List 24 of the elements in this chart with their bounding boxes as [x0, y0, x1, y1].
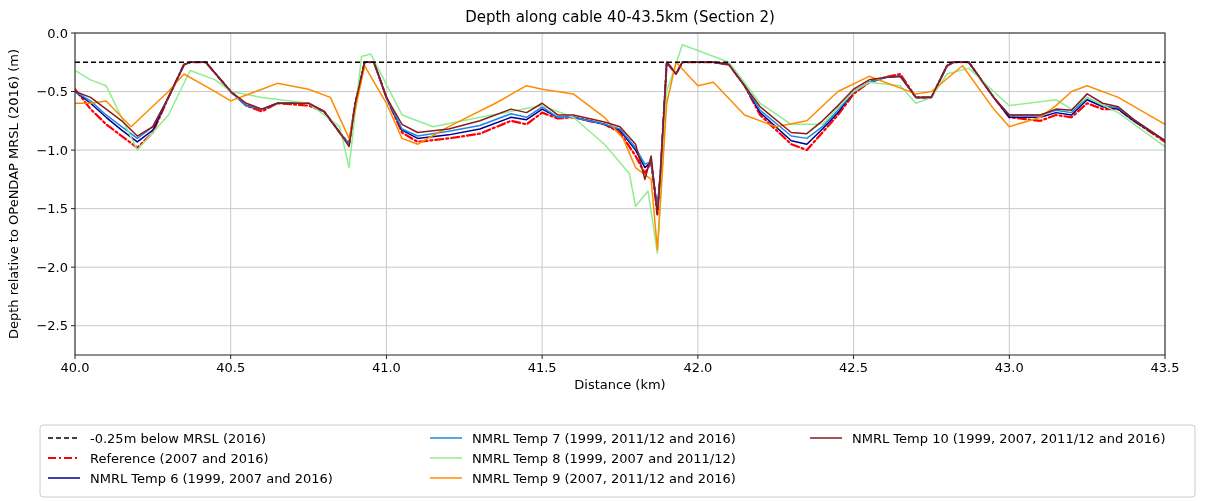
y-axis-title: Depth relative to OPeNDAP MRSL (2016) (m)	[6, 48, 21, 340]
legend-label: -0.25m below MRSL (2016)	[90, 430, 267, 446]
legend-label: NMRL Temp 8 (1999, 2007 and 2011/12)	[472, 450, 736, 466]
y-tick-label: −1.5	[36, 201, 68, 217]
legend-label: Reference (2007 and 2016)	[90, 450, 269, 466]
y-tick-label: 0.0	[47, 25, 68, 41]
x-tick-label: 42.5	[839, 360, 869, 375]
x-axis-title: Distance (km)	[574, 377, 666, 392]
legend-label: NMRL Temp 6 (1999, 2007 and 2016)	[90, 470, 333, 486]
chart-title: Depth along cable 40-43.5km (Section 2)	[465, 8, 775, 26]
x-tick-label: 42.0	[683, 360, 713, 375]
x-tick-label: 41.5	[527, 360, 557, 375]
legend-label: NMRL Temp 9 (2007, 2011/12 and 2016)	[472, 470, 736, 486]
y-tick-label: −2.0	[36, 259, 68, 275]
x-tick-label: 43.0	[994, 360, 1024, 375]
legend-label: NMRL Temp 7 (1999, 2011/12 and 2016)	[472, 430, 736, 446]
legend-label: NMRL Temp 10 (1999, 2007, 2011/12 and 2016)	[852, 430, 1166, 446]
x-tick-label: 40.5	[216, 360, 246, 375]
x-tick-label: 41.0	[371, 360, 401, 375]
x-tick-label: 43.5	[1150, 360, 1180, 375]
y-tick-label: −0.5	[36, 84, 68, 100]
y-tick-label: −1.0	[36, 142, 68, 158]
x-tick-label: 40.0	[60, 360, 90, 375]
y-tick-label: −2.5	[36, 318, 68, 334]
